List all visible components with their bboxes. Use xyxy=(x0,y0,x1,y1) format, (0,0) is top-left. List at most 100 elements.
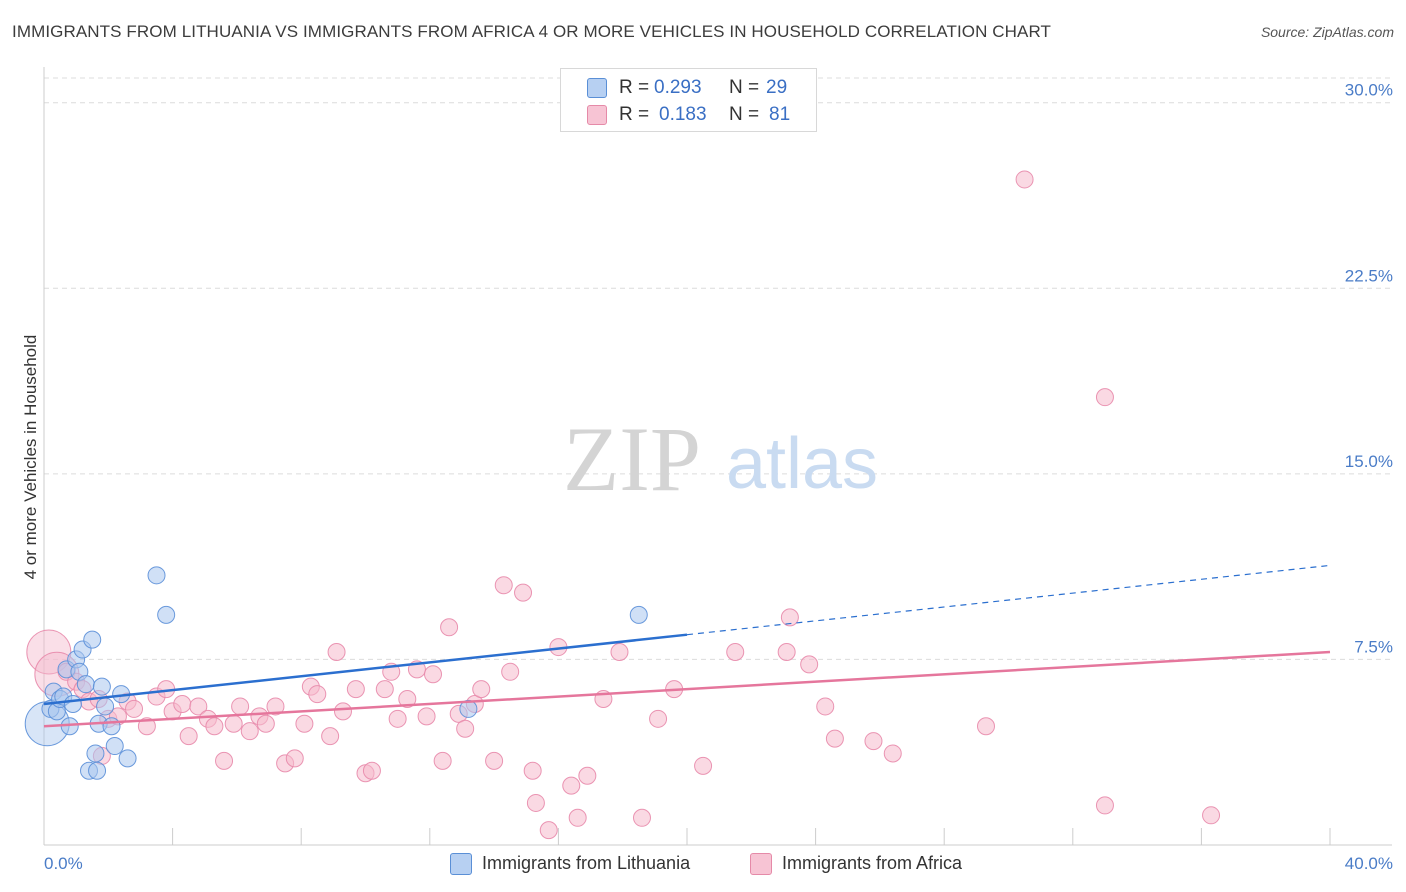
legend-r-label: R = xyxy=(619,77,650,98)
africa-point xyxy=(173,694,192,713)
africa-point xyxy=(285,749,304,768)
legend-n-label: N = xyxy=(729,77,760,98)
legend-n-value-lithuania: 29 xyxy=(766,77,788,98)
bottom-legend-label-lithuania: Immigrants from Lithuania xyxy=(482,853,691,873)
africa-point xyxy=(485,751,504,770)
africa-point xyxy=(308,685,327,704)
africa-point xyxy=(1015,170,1034,189)
legend-r-label: R = xyxy=(619,104,650,125)
africa-point xyxy=(694,756,713,775)
africa-point xyxy=(215,751,234,770)
lithuania-point xyxy=(96,697,115,716)
africa-point xyxy=(1202,806,1221,825)
africa-point xyxy=(976,717,995,736)
lithuania-point xyxy=(102,717,121,736)
watermark: ZIP atlas xyxy=(563,408,878,510)
africa-points xyxy=(26,170,1221,840)
africa-point xyxy=(333,702,352,721)
africa-point xyxy=(424,665,443,684)
legend-r-value-africa: 0.183 xyxy=(659,104,707,125)
africa-point xyxy=(578,766,597,785)
bottom-legend-label-africa: Immigrants from Africa xyxy=(782,853,963,873)
lithuania-point xyxy=(83,630,102,649)
africa-point xyxy=(649,709,668,728)
africa-point xyxy=(375,680,394,699)
africa-point xyxy=(800,655,819,674)
legend-box: R = 0.293 N = 29 R = 0.183 N = 81 xyxy=(560,68,817,132)
africa-point xyxy=(514,583,533,602)
africa-point xyxy=(433,751,452,770)
africa-point xyxy=(224,714,243,733)
africa-point xyxy=(562,776,581,795)
africa-point xyxy=(1095,796,1114,815)
x-tick-label-min: 0.0% xyxy=(44,854,83,873)
africa-point xyxy=(137,717,156,736)
grid-layer xyxy=(44,77,1392,660)
africa-point xyxy=(231,697,250,716)
africa-point xyxy=(816,697,835,716)
africa-point xyxy=(777,643,796,662)
africa-point xyxy=(266,697,285,716)
y-tick-label: 22.5% xyxy=(1345,266,1393,285)
africa-point xyxy=(568,808,587,827)
y-axis-label: 4 or more Vehicles in Household xyxy=(21,335,40,580)
lithuania-point xyxy=(86,744,105,763)
africa-point xyxy=(417,707,436,726)
bottom-legend-swatch-lithuania xyxy=(450,853,472,875)
africa-point xyxy=(610,643,629,662)
africa-point xyxy=(321,727,340,746)
trend-lines xyxy=(43,564,1331,728)
lithuania-trend-line xyxy=(43,633,688,706)
africa-trend-line xyxy=(43,650,1331,728)
africa-point xyxy=(256,714,275,733)
lithuania-point xyxy=(88,761,107,780)
x-tick-label-max: 40.0% xyxy=(1345,854,1393,873)
watermark-zip: ZIP xyxy=(563,408,701,510)
lithuania-point xyxy=(147,566,166,585)
source-label: Source: ZipAtlas.com xyxy=(1260,24,1394,40)
legend-n-label: N = xyxy=(729,104,760,125)
africa-point xyxy=(864,732,883,751)
africa-point xyxy=(456,719,475,738)
legend-r-value-lithuania: 0.293 xyxy=(654,77,702,98)
africa-point xyxy=(346,680,365,699)
africa-point xyxy=(883,744,902,763)
lithuania-point xyxy=(629,605,648,624)
lithuania-trend-extension xyxy=(686,564,1331,636)
africa-point xyxy=(327,643,346,662)
y-tick-label: 15.0% xyxy=(1345,452,1393,471)
y-tick-label: 30.0% xyxy=(1345,81,1393,100)
legend-n-value-africa: 81 xyxy=(769,104,791,125)
africa-point xyxy=(1095,388,1114,407)
africa-point xyxy=(179,727,198,746)
lithuania-point xyxy=(118,749,137,768)
africa-point xyxy=(501,662,520,681)
lithuania-point xyxy=(76,675,95,694)
africa-point xyxy=(398,690,417,709)
lithuania-point xyxy=(63,694,82,713)
lithuania-point xyxy=(105,737,124,756)
africa-point xyxy=(440,618,459,637)
watermark-atlas: atlas xyxy=(726,424,878,504)
africa-point xyxy=(494,576,513,595)
africa-point xyxy=(523,761,542,780)
bottom-legend-swatch-africa xyxy=(750,853,772,875)
africa-point xyxy=(125,699,144,718)
africa-point xyxy=(362,761,381,780)
africa-point xyxy=(388,709,407,728)
africa-point xyxy=(295,714,314,733)
africa-point xyxy=(205,717,224,736)
lithuania-points xyxy=(24,566,648,780)
legend-swatch-lithuania xyxy=(587,78,607,98)
africa-point xyxy=(189,697,208,716)
chart-title: IMMIGRANTS FROM LITHUANIA VS IMMIGRANTS … xyxy=(12,22,1052,41)
africa-point xyxy=(780,608,799,627)
africa-point xyxy=(825,729,844,748)
africa-point xyxy=(240,722,259,741)
axes-layer: 7.5% 15.0% 22.5% 30.0% xyxy=(43,67,1393,846)
africa-point xyxy=(632,808,651,827)
lithuania-point xyxy=(92,677,111,696)
africa-point xyxy=(472,680,491,699)
africa-point xyxy=(526,793,545,812)
lithuania-point xyxy=(157,605,176,624)
